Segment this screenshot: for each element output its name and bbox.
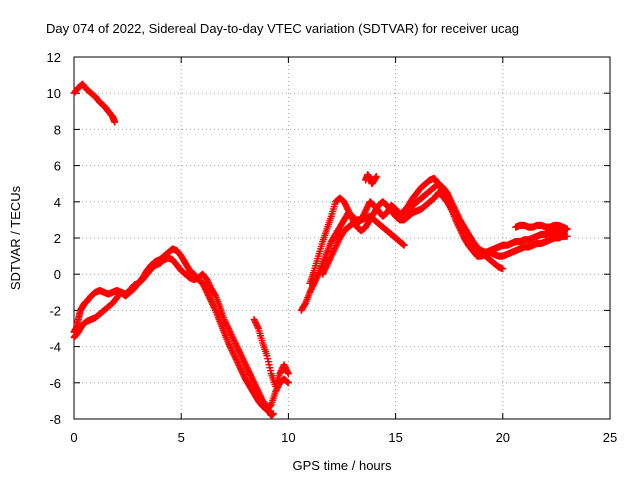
y-tick-label: -4 [49,340,61,355]
x-axis-label: GPS time / hours [293,458,392,473]
y-tick-label: 6 [54,159,61,174]
data-point [284,379,292,387]
chart-title: Day 074 of 2022, Sidereal Day-to-day VTE… [46,21,519,36]
y-tick-label: 0 [54,267,61,282]
series-arc-2 [70,254,277,419]
data-point [400,241,408,249]
y-tick-label: 8 [54,122,61,137]
data-point [499,265,507,273]
data-point [269,410,277,418]
data-point [254,323,262,331]
x-axis: 0 5 10 15 20 25 [70,57,617,445]
y-tick-label: -2 [49,303,61,318]
x-tick-label: 20 [496,430,510,445]
x-tick-label: 15 [388,430,402,445]
series-arc-7 [362,171,380,188]
y-tick-label: -6 [49,376,61,391]
data-point [284,370,292,378]
data-point [563,232,571,240]
data-point [372,172,380,180]
series-arc-1 [70,80,119,126]
data-point [314,272,322,280]
x-tick-label: 5 [178,430,185,445]
y-tick-label: 12 [47,50,61,65]
y-tick-label: -8 [49,412,61,427]
x-tick-label: 25 [603,430,617,445]
data-point [563,225,571,233]
series-arc-8 [319,212,408,278]
data-point [284,368,292,376]
y-tick-label: 10 [47,86,61,101]
y-axis-label: SDTVAR / TECUs [8,185,23,290]
series-arc-4 [250,315,292,390]
x-tick-label: 10 [281,430,295,445]
series-arc-10 [512,221,571,233]
data-point [211,305,219,313]
y-tick-label: 2 [54,231,61,246]
x-tick-label: 0 [70,430,77,445]
data-series [70,80,571,419]
y-tick-label: 4 [54,195,61,210]
y-axis: -8 -6 -4 -2 0 2 4 6 8 10 12 [47,50,610,427]
data-point [111,118,119,126]
